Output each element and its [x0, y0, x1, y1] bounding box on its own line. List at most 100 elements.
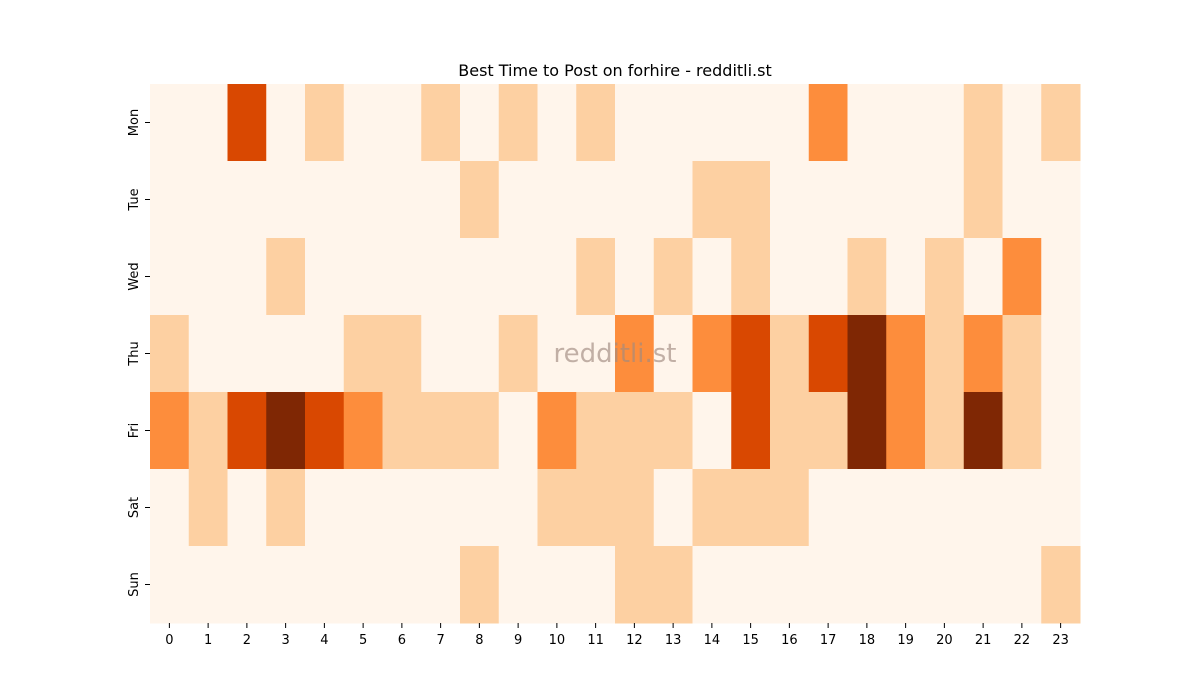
heatmap-cell-fri-2	[227, 392, 267, 470]
heatmap-cell-wed-6	[382, 238, 422, 316]
heatmap-cell-sun-22	[1002, 546, 1042, 624]
heatmap-cell-fri-20	[925, 392, 965, 470]
heatmap-cell-sat-17	[808, 469, 848, 547]
heatmap-cell-thu-21	[963, 315, 1003, 393]
heatmap-cell-sat-1	[188, 469, 228, 547]
heatmap-cell-sun-11	[576, 546, 616, 624]
heatmap-cell-sat-21	[963, 469, 1003, 547]
heatmap-cell-mon-8	[460, 84, 500, 162]
x-tick-label: 21	[975, 633, 992, 648]
x-tick-label: 8	[475, 633, 483, 648]
heatmap-cell-sun-9	[498, 546, 538, 624]
heatmap-cell-thu-12	[615, 315, 655, 393]
x-tick-label: 6	[398, 633, 406, 648]
heatmap-cell-thu-23	[1041, 315, 1081, 393]
heatmap-cell-sat-10	[537, 469, 577, 547]
heatmap-cell-wed-8	[460, 238, 500, 316]
heatmap-cell-tue-4	[305, 161, 345, 239]
heatmap-cell-tue-8	[460, 161, 500, 239]
heatmap-cell-mon-16	[770, 84, 810, 162]
heatmap-cell-wed-9	[498, 238, 538, 316]
heatmap-cell-sun-2	[227, 546, 267, 624]
heatmap-cell-mon-6	[382, 84, 422, 162]
heatmap-cell-thu-15	[731, 315, 771, 393]
heatmap-cell-mon-15	[731, 84, 771, 162]
heatmap-cell-thu-10	[537, 315, 577, 393]
heatmap-cell-mon-5	[343, 84, 383, 162]
heatmap-cell-mon-10	[537, 84, 577, 162]
x-tick-label: 1	[204, 633, 212, 648]
heatmap-cell-wed-12	[615, 238, 655, 316]
chart-title: Best Time to Post on forhire - redditli.…	[458, 61, 772, 80]
heatmap-cell-tue-3	[266, 161, 306, 239]
heatmap-cell-tue-15	[731, 161, 771, 239]
heatmap-cell-thu-8	[460, 315, 500, 393]
heatmap-cell-fri-6	[382, 392, 422, 470]
heatmap-cell-fri-12	[615, 392, 655, 470]
heatmap-cell-sat-20	[925, 469, 965, 547]
x-tick-label: 16	[781, 633, 798, 648]
heatmap-cell-sat-18	[847, 469, 887, 547]
heatmap-cell-sat-15	[731, 469, 771, 547]
heatmap-cell-fri-16	[770, 392, 810, 470]
heatmap-cell-sun-7	[421, 546, 461, 624]
heatmap-cell-sun-8	[460, 546, 500, 624]
heatmap-cell-sat-9	[498, 469, 538, 547]
heatmap-cell-tue-1	[188, 161, 228, 239]
y-tick-label: Sat	[127, 497, 142, 518]
heatmap-cell-wed-16	[770, 238, 810, 316]
x-tick-label: 3	[281, 633, 289, 648]
y-tick-label: Mon	[127, 109, 142, 136]
heatmap-cell-sun-23	[1041, 546, 1081, 624]
heatmap-cell-thu-18	[847, 315, 887, 393]
heatmap-cell-sun-20	[925, 546, 965, 624]
heatmap-cell-thu-17	[808, 315, 848, 393]
heatmap-cell-wed-21	[963, 238, 1003, 316]
heatmap-cell-thu-6	[382, 315, 422, 393]
heatmap-cell-sun-5	[343, 546, 383, 624]
y-tick-label: Thu	[127, 341, 142, 366]
heatmap-cell-wed-13	[653, 238, 693, 316]
heatmap-cell-tue-6	[382, 161, 422, 239]
x-tick-label: 4	[320, 633, 328, 648]
x-tick-label: 5	[359, 633, 367, 648]
heatmap-cell-wed-14	[692, 238, 732, 316]
heatmap-cell-sun-12	[615, 546, 655, 624]
x-tick-label: 20	[936, 633, 953, 648]
heatmap-cell-tue-21	[963, 161, 1003, 239]
heatmap-cell-sun-0	[150, 546, 190, 624]
heatmap-cell-tue-7	[421, 161, 461, 239]
heatmap-cell-thu-1	[188, 315, 228, 393]
heatmap-cell-wed-5	[343, 238, 383, 316]
heatmap-cell-fri-11	[576, 392, 616, 470]
heatmap-cell-sat-6	[382, 469, 422, 547]
heatmap-cell-fri-7	[421, 392, 461, 470]
heatmap-cell-tue-19	[886, 161, 926, 239]
heatmap-cell-sun-6	[382, 546, 422, 624]
heatmap-cell-sun-1	[188, 546, 228, 624]
y-tick-label: Sun	[127, 572, 142, 597]
x-tick-label: 9	[514, 633, 522, 648]
heatmap-cell-wed-11	[576, 238, 616, 316]
heatmap-cell-mon-22	[1002, 84, 1042, 162]
heatmap-cell-wed-7	[421, 238, 461, 316]
heatmap-cell-sat-14	[692, 469, 732, 547]
heatmap-cell-tue-18	[847, 161, 887, 239]
heatmap-cell-thu-5	[343, 315, 383, 393]
x-tick-label: 18	[859, 633, 876, 648]
watermark-text: redditli.st	[554, 339, 677, 369]
heatmap-cell-sat-23	[1041, 469, 1081, 547]
heatmap-cell-thu-13	[653, 315, 693, 393]
heatmap-cell-tue-16	[770, 161, 810, 239]
heatmap-cell-sun-13	[653, 546, 693, 624]
heatmap-cell-sun-21	[963, 546, 1003, 624]
heatmap-cell-fri-3	[266, 392, 306, 470]
heatmap-cell-fri-9	[498, 392, 538, 470]
heatmap-cell-sun-10	[537, 546, 577, 624]
heatmap-cell-thu-2	[227, 315, 267, 393]
heatmap-cell-wed-19	[886, 238, 926, 316]
x-tick-label: 17	[820, 633, 837, 648]
heatmap-cell-fri-10	[537, 392, 577, 470]
heatmap-cell-sun-14	[692, 546, 732, 624]
heatmap-cell-sat-3	[266, 469, 306, 547]
